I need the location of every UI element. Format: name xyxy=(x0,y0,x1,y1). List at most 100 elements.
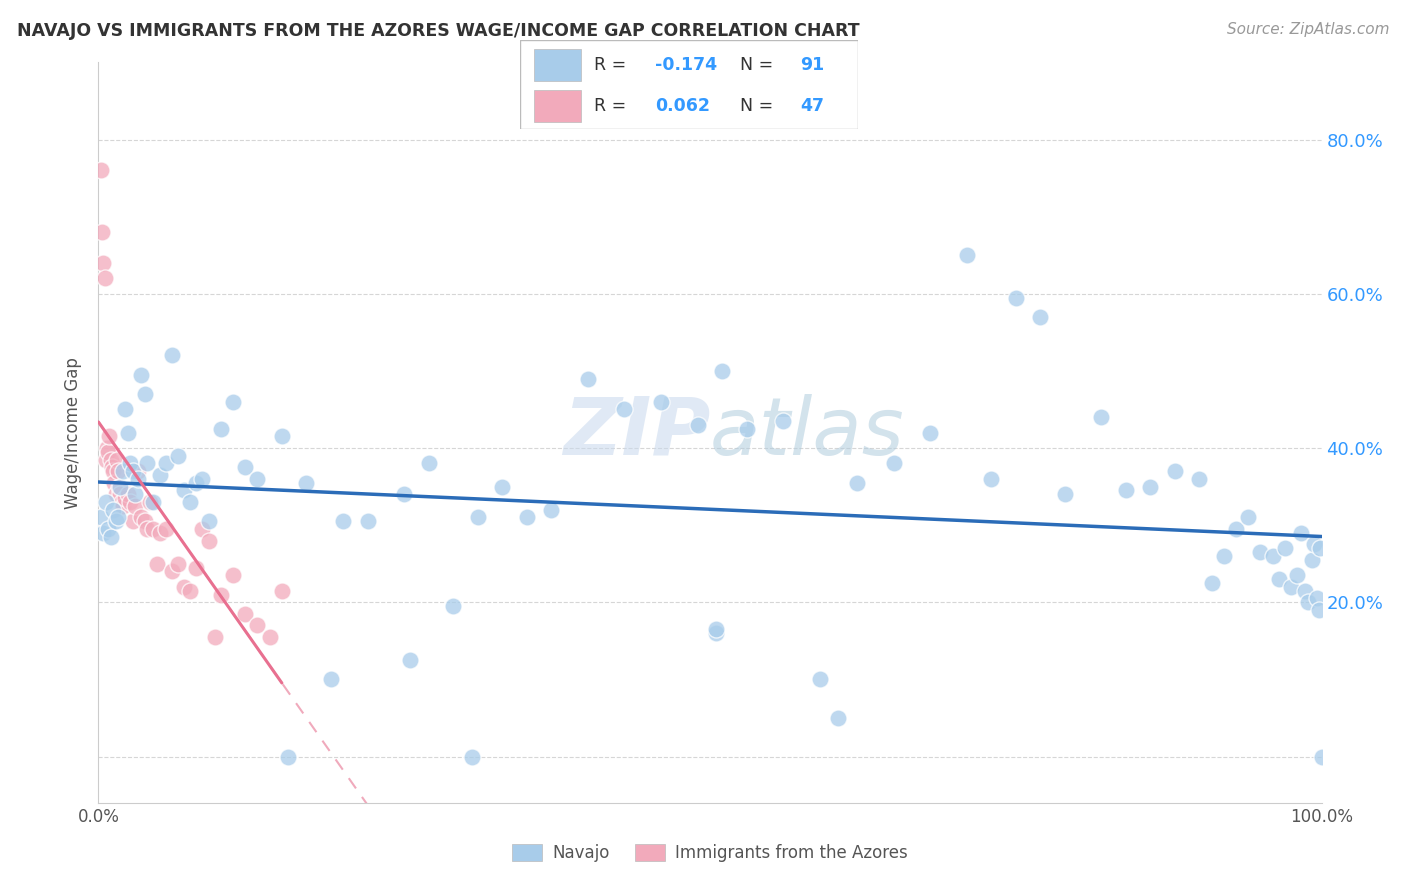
Point xyxy=(956,248,979,262)
Point xyxy=(980,472,1002,486)
Point xyxy=(1004,291,1026,305)
Point xyxy=(209,422,232,436)
Point xyxy=(515,510,537,524)
Point xyxy=(94,495,117,509)
Point xyxy=(1188,472,1211,486)
Point xyxy=(1029,310,1052,324)
Legend: Navajo, Immigrants from the Azores: Navajo, Immigrants from the Azores xyxy=(506,837,914,869)
Point xyxy=(399,653,422,667)
Point xyxy=(1294,583,1316,598)
Point xyxy=(613,402,636,417)
Point xyxy=(107,510,129,524)
Point xyxy=(191,472,214,486)
Point xyxy=(173,580,195,594)
Text: -0.174: -0.174 xyxy=(655,56,717,74)
Point xyxy=(1286,568,1309,582)
Point xyxy=(121,464,143,478)
Point xyxy=(114,402,136,417)
Y-axis label: Wage/Income Gap: Wage/Income Gap xyxy=(65,357,83,508)
Point xyxy=(259,630,281,644)
Point xyxy=(686,417,709,432)
Point xyxy=(149,468,172,483)
Point xyxy=(129,510,152,524)
Point xyxy=(1164,464,1187,478)
Point xyxy=(134,387,156,401)
Point xyxy=(827,711,849,725)
Point xyxy=(136,522,159,536)
Point xyxy=(319,673,342,687)
Point xyxy=(1301,553,1323,567)
Text: 0.062: 0.062 xyxy=(655,97,710,115)
Point xyxy=(1279,580,1302,594)
Point xyxy=(101,460,124,475)
Text: NAVAJO VS IMMIGRANTS FROM THE AZORES WAGE/INCOME GAP CORRELATION CHART: NAVAJO VS IMMIGRANTS FROM THE AZORES WAG… xyxy=(17,22,859,40)
Point xyxy=(467,510,489,524)
Text: R =: R = xyxy=(595,97,633,115)
Point xyxy=(111,464,134,478)
Point xyxy=(97,522,120,536)
Point xyxy=(1053,487,1076,501)
Point xyxy=(96,441,118,455)
Point xyxy=(295,475,318,490)
Point xyxy=(120,495,142,509)
Point xyxy=(136,457,159,471)
Point xyxy=(149,525,172,540)
Point xyxy=(1249,545,1271,559)
Point xyxy=(167,557,190,571)
FancyBboxPatch shape xyxy=(534,90,581,122)
Point xyxy=(277,749,299,764)
Text: R =: R = xyxy=(595,56,633,74)
Point xyxy=(418,457,440,471)
Point xyxy=(111,495,134,509)
Point xyxy=(111,499,134,513)
Point xyxy=(90,163,112,178)
Point xyxy=(127,464,149,478)
Point xyxy=(246,472,269,486)
Point xyxy=(222,394,245,409)
Point xyxy=(179,495,201,509)
Point xyxy=(332,514,354,528)
Point xyxy=(233,607,256,621)
Point xyxy=(117,425,139,440)
Point xyxy=(114,491,136,505)
Point xyxy=(808,673,831,687)
Point xyxy=(110,480,132,494)
Point xyxy=(191,522,214,536)
Point xyxy=(101,502,124,516)
Point xyxy=(1308,603,1330,617)
Point xyxy=(197,533,219,548)
Text: Source: ZipAtlas.com: Source: ZipAtlas.com xyxy=(1226,22,1389,37)
Point xyxy=(179,583,201,598)
Point xyxy=(101,464,124,478)
Point xyxy=(222,568,245,582)
Point xyxy=(1289,525,1312,540)
Point xyxy=(160,565,183,579)
Point xyxy=(270,429,294,443)
Point xyxy=(491,480,513,494)
Point xyxy=(1139,480,1161,494)
Point xyxy=(167,449,190,463)
Point xyxy=(270,583,294,598)
Point xyxy=(186,475,208,490)
Point xyxy=(576,371,599,385)
Point xyxy=(155,522,177,536)
Point xyxy=(650,394,672,409)
Point xyxy=(107,464,129,478)
Point xyxy=(98,429,121,443)
Point xyxy=(100,530,122,544)
Point xyxy=(129,368,152,382)
Point xyxy=(1310,749,1333,764)
Point xyxy=(124,487,146,501)
Point xyxy=(124,499,146,513)
Point xyxy=(104,487,127,501)
Point xyxy=(1306,591,1329,606)
Point xyxy=(146,557,169,571)
Point xyxy=(121,514,143,528)
Point xyxy=(142,495,165,509)
Point xyxy=(117,487,139,501)
Point xyxy=(920,425,942,440)
Point xyxy=(704,626,727,640)
Point xyxy=(460,749,482,764)
Point xyxy=(1274,541,1296,556)
Point xyxy=(845,475,868,490)
